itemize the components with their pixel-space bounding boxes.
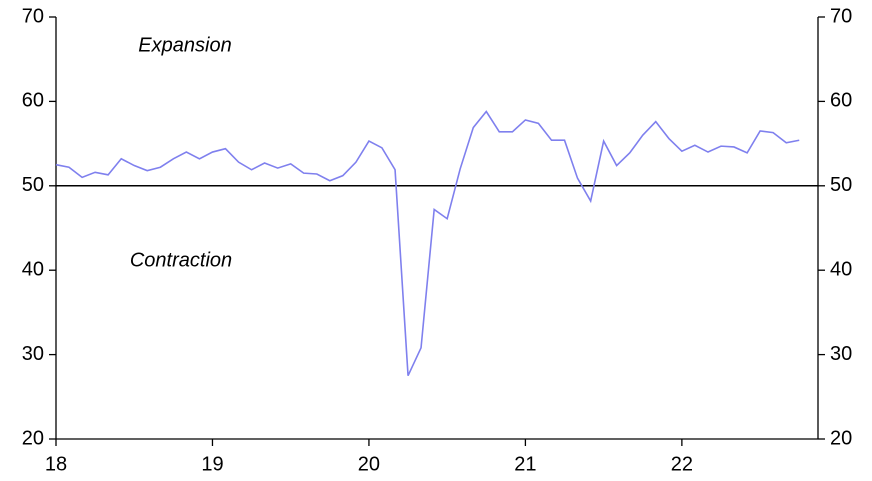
x-tick-label: 19: [201, 453, 223, 475]
y2-tick-label: 40: [830, 258, 852, 280]
y-tick-label: 50: [22, 174, 44, 196]
annotation: Expansion: [138, 34, 231, 56]
y2-tick-label: 30: [830, 343, 852, 365]
annotation: Contraction: [130, 249, 232, 271]
y-tick-label: 40: [22, 258, 44, 280]
x-tick-label: 18: [45, 453, 67, 475]
y2-tick-label: 20: [830, 427, 852, 449]
y-tick-label: 60: [22, 90, 44, 112]
data-line: [55, 110, 800, 377]
y-tick-label: 70: [22, 5, 44, 27]
y2-tick-label: 70: [830, 5, 852, 27]
y-tick-label: 30: [22, 343, 44, 365]
y-tick-label: 20: [22, 427, 44, 449]
y2-tick-label: 50: [830, 174, 852, 196]
x-tick-label: 22: [671, 453, 693, 475]
x-tick-label: 20: [358, 453, 380, 475]
y2-tick-label: 60: [830, 90, 852, 112]
x-tick-label: 21: [514, 453, 536, 475]
